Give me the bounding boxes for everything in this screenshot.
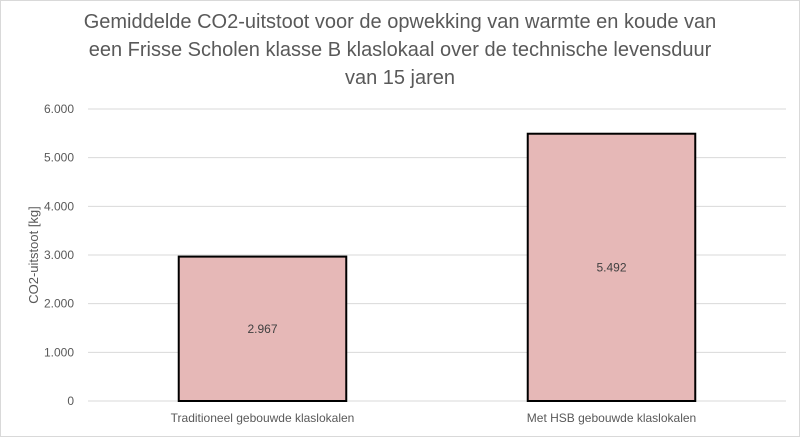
y-tick-label: 1.000: [44, 345, 74, 359]
x-tick-label: Traditioneel gebouwde klaslokalen: [171, 411, 355, 425]
chart-title: Gemiddelde CO2-uitstoot voor de opwekkin…: [40, 8, 760, 92]
x-tick-label: Met HSB gebouwde klaslokalen: [527, 411, 696, 425]
data-label: 5.492: [596, 260, 626, 274]
bar: [526, 132, 697, 403]
y-tick-label: 2.000: [44, 297, 74, 311]
y-tick-label: 4.000: [44, 199, 74, 213]
y-tick-label: 3.000: [44, 248, 74, 262]
chart-title-line-2: een Frisse Scholen klasse B klaslokaal o…: [88, 39, 712, 61]
bar: [177, 255, 348, 402]
chart-title-line-1: Gemiddelde CO2-uitstoot voor de opwekkin…: [83, 11, 717, 33]
y-axis-title: CO2-uitstoot [kg]: [26, 206, 41, 304]
chart-title-line-3: van 15 jaren: [344, 67, 456, 89]
y-tick-label: 5.000: [44, 151, 74, 165]
y-tick-label: 6.000: [44, 102, 74, 116]
data-label: 2.967: [247, 322, 277, 336]
y-tick-label: 0: [67, 394, 74, 408]
